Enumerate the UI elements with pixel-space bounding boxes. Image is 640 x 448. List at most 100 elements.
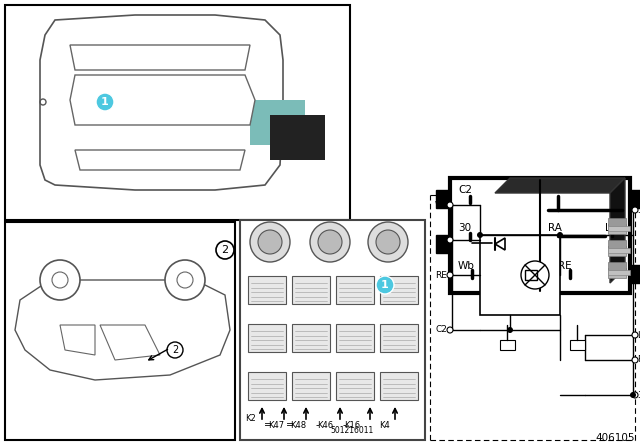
Circle shape [310, 222, 350, 262]
Bar [480, 235, 560, 315]
Bar [608, 262, 626, 270]
Polygon shape [60, 325, 95, 355]
Text: RA: RA [637, 356, 640, 365]
Polygon shape [100, 325, 160, 360]
Circle shape [258, 230, 282, 254]
Bar [436, 235, 450, 253]
Circle shape [507, 327, 513, 333]
Bar [380, 324, 418, 352]
Text: LA: LA [637, 331, 640, 340]
Text: K16: K16 [344, 421, 360, 430]
Bar [270, 115, 325, 160]
Polygon shape [40, 15, 283, 190]
Text: =: = [264, 420, 272, 430]
Circle shape [632, 207, 638, 213]
Bar [436, 190, 450, 208]
Circle shape [630, 392, 636, 398]
Text: 31: 31 [520, 261, 533, 271]
Polygon shape [70, 45, 250, 70]
Text: RE: RE [435, 271, 447, 280]
Bar [500, 340, 515, 350]
Bar [525, 270, 537, 280]
Bar [450, 178, 630, 293]
Text: Wb: Wb [435, 201, 450, 210]
Bar [248, 324, 286, 352]
Circle shape [632, 332, 638, 338]
Text: 30: 30 [637, 206, 640, 215]
Bar [630, 190, 640, 208]
Circle shape [447, 327, 453, 333]
Bar [608, 224, 626, 234]
Circle shape [216, 241, 234, 259]
Text: C2: C2 [458, 185, 472, 195]
Circle shape [165, 260, 205, 300]
Text: K2: K2 [244, 414, 255, 422]
Polygon shape [495, 178, 625, 193]
Bar [240, 220, 425, 440]
Bar [248, 372, 286, 400]
Bar [336, 324, 374, 352]
Bar [336, 372, 374, 400]
Bar [608, 270, 630, 275]
Text: K48: K48 [290, 421, 306, 430]
Text: LE: LE [435, 236, 445, 245]
Circle shape [318, 230, 342, 254]
Bar [5, 222, 235, 440]
Bar [608, 246, 626, 256]
Polygon shape [610, 178, 625, 283]
Polygon shape [75, 150, 245, 170]
Bar [608, 240, 626, 248]
Text: 2: 2 [221, 245, 228, 255]
Text: LA: LA [605, 223, 618, 233]
Text: C2: C2 [435, 326, 447, 335]
Bar [608, 248, 630, 253]
Text: -: - [316, 420, 319, 430]
Bar [292, 276, 330, 304]
Circle shape [177, 272, 193, 288]
Circle shape [447, 237, 453, 243]
Bar [5, 5, 350, 220]
Text: =: = [286, 420, 294, 430]
Circle shape [632, 392, 638, 398]
Bar [630, 265, 640, 283]
Circle shape [376, 230, 400, 254]
Circle shape [376, 276, 394, 294]
Circle shape [477, 232, 483, 238]
Circle shape [557, 232, 563, 238]
Bar [248, 276, 286, 304]
Circle shape [96, 93, 114, 111]
Text: 501216011: 501216011 [330, 426, 374, 435]
Text: 1: 1 [381, 280, 389, 290]
Circle shape [368, 222, 408, 262]
Text: K4: K4 [380, 421, 390, 430]
Bar [608, 218, 626, 226]
Bar [608, 226, 630, 231]
Circle shape [167, 342, 183, 358]
Circle shape [521, 261, 549, 289]
Polygon shape [15, 280, 230, 380]
Circle shape [447, 272, 453, 278]
Polygon shape [70, 75, 255, 125]
Text: K46: K46 [317, 421, 333, 430]
Bar [608, 268, 626, 278]
Bar [292, 372, 330, 400]
Text: RA: RA [548, 223, 562, 233]
Circle shape [632, 357, 638, 363]
Text: Wb: Wb [458, 261, 475, 271]
Bar [380, 372, 418, 400]
Text: LE: LE [548, 185, 560, 195]
Bar [570, 340, 585, 350]
Text: -: - [342, 420, 346, 430]
Bar [292, 324, 330, 352]
Bar [495, 193, 610, 283]
Circle shape [40, 260, 80, 300]
Bar [380, 276, 418, 304]
Text: K47: K47 [268, 421, 284, 430]
Text: 30: 30 [458, 223, 471, 233]
Bar [250, 100, 305, 145]
Text: 2: 2 [172, 345, 178, 355]
Text: 1: 1 [462, 237, 470, 250]
Circle shape [447, 202, 453, 208]
Circle shape [52, 272, 68, 288]
Text: RE: RE [558, 261, 572, 271]
